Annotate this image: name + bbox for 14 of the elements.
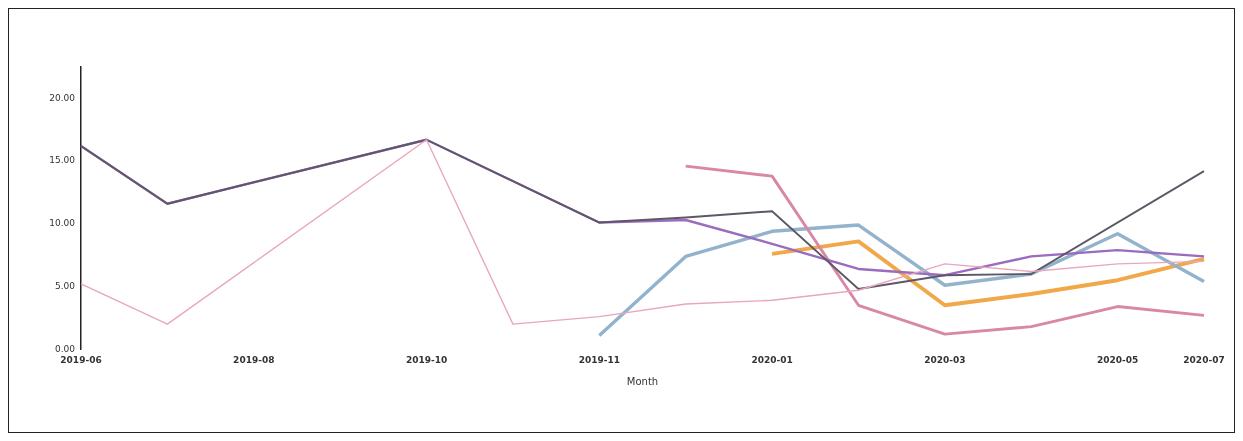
- x-tick-label: 2019-08: [233, 354, 275, 365]
- y-tick-label: 5.00: [54, 280, 76, 291]
- x-tick-label: 2020-03: [924, 354, 966, 365]
- x-tick-label: 2019-11: [578, 354, 620, 365]
- x-tick-label: 2019-10: [405, 354, 448, 365]
- x-tick-label: 2020-07: [1183, 354, 1225, 365]
- y-tick-label: 20.00: [49, 92, 76, 103]
- x-tick-label: 2020-05: [1096, 354, 1139, 365]
- y-tick-label: 15.00: [49, 155, 76, 166]
- y-tick-label: 0.00: [54, 343, 76, 354]
- y-tick-label: 10.00: [49, 218, 76, 229]
- x-axis-title: Month: [626, 375, 659, 387]
- x-tick-label: 2020-01: [751, 354, 793, 365]
- x-tick-label: 2019-06: [60, 354, 102, 365]
